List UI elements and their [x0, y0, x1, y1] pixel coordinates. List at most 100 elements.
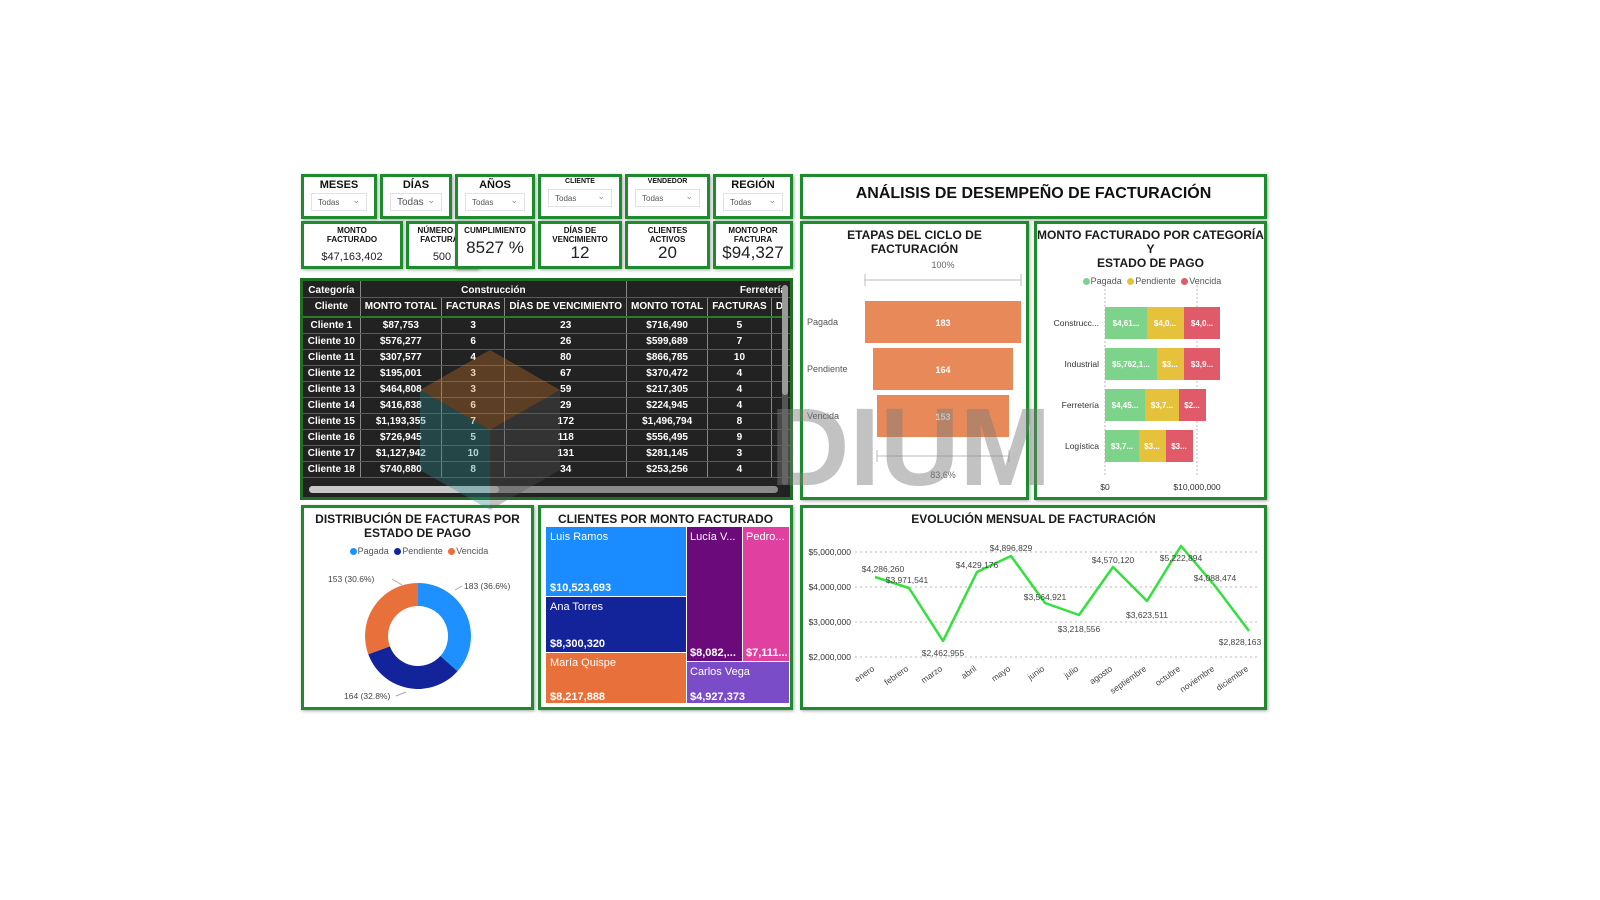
treemap: Luis Ramos $10,523,693 Ana Torres $8,300… — [546, 527, 789, 703]
kpi-dias-vencimiento: DÍAS DE VENCIMIENTO 12 — [538, 221, 622, 269]
axis-tick: $0 — [1100, 482, 1110, 492]
chart-legend[interactable]: Pagada Pendiente Vencida — [1037, 276, 1264, 286]
bar-label: $5,762,1... — [1112, 360, 1150, 369]
slicer-vendedor[interactable]: VENDEDOR Todas ⌄ — [625, 174, 710, 219]
cell-monto-total: $281,145 — [626, 445, 708, 462]
funnel-bar-pagada[interactable] — [865, 301, 1021, 343]
slicer-dropdown[interactable]: Todas ⌄ — [548, 189, 612, 207]
slicer-dropdown[interactable]: Todas ⌄ — [390, 193, 442, 211]
bar-segment[interactable] — [1157, 348, 1184, 380]
table-row[interactable]: Cliente 14 $416,838 6 29 $224,945 4 — [303, 397, 790, 414]
svg-text:octubre: octubre — [1153, 663, 1182, 688]
kpi-label: MONTO FACTURADO — [326, 226, 378, 244]
y-tick: $3,000,000 — [808, 617, 851, 627]
table-row[interactable]: Cliente 1 $87,753 3 23 $716,490 5 — [303, 317, 790, 334]
treemap-tile-ana-torres[interactable]: Ana Torres $8,300,320 — [546, 597, 686, 652]
slicer-region[interactable]: REGIÓN Todas ⌄ — [713, 174, 793, 219]
chevron-down-icon: ⌄ — [510, 195, 518, 205]
treemap-tile-luis-ramos[interactable]: Luis Ramos $10,523,693 — [546, 527, 686, 596]
cell-facturas: 5 — [440, 429, 505, 446]
table-row[interactable]: Cliente 13 $464,808 3 59 $217,305 4 — [303, 381, 790, 398]
scrollbar-thumb[interactable] — [309, 486, 499, 493]
funnel-chart-card: ETAPAS DEL CICLO DE FACTURACIÓN 100% 183… — [800, 221, 1029, 500]
bar-segment[interactable] — [1179, 389, 1206, 421]
table-row[interactable]: Cliente 10 $576,277 6 26 $599,689 7 — [303, 333, 790, 350]
svg-text:$3,623,511: $3,623,511 — [1126, 610, 1168, 620]
horizontal-scrollbar[interactable] — [309, 486, 778, 493]
line-series[interactable] — [874, 544, 1250, 643]
funnel-label: Pendiente — [807, 364, 848, 374]
funnel-bar-pendiente[interactable] — [873, 348, 1013, 390]
slicer-dropdown[interactable]: Todas ⌄ — [311, 193, 367, 211]
bar-segment[interactable] — [1145, 389, 1179, 421]
treemap-tile-carlos-vega[interactable]: Carlos Vega $4,927,373 — [687, 662, 789, 703]
bar-segment[interactable] — [1184, 348, 1220, 380]
cell-facturas: 4 — [707, 461, 772, 478]
treemap-tile-maria-quispe[interactable]: María Quispe $8,217,888 — [546, 653, 686, 703]
col-facturas[interactable]: FACTURAS — [440, 297, 505, 318]
slicer-label: DÍAS — [402, 179, 430, 191]
svg-text:$3,971,541: $3,971,541 — [886, 575, 929, 585]
donut-chart[interactable]: 183 (36.6%) 153 (30.6%) 164 (32.8%) — [304, 565, 531, 710]
bar-segment[interactable] — [1139, 430, 1166, 462]
svg-text:$2,828,163: $2,828,163 — [1219, 637, 1262, 647]
row-header-cliente: Cliente — [303, 297, 361, 318]
slicer-dropdown[interactable]: Todas ⌄ — [635, 189, 700, 207]
line-chart[interactable]: $5,000,000 $4,000,000 $3,000,000 $2,000,… — [803, 528, 1264, 710]
treemap-tile-pedro[interactable]: Pedro... $7,111... — [743, 527, 789, 661]
cell-monto-total: $1,193,355 — [359, 413, 442, 430]
stacked-bar-chart[interactable]: Construcc... $4,61... $4,0... $4,0... In… — [1037, 280, 1264, 500]
donut-slice-pagada[interactable] — [418, 583, 471, 672]
row-header: Cliente 10 — [303, 333, 361, 350]
tile-value: $8,082,... — [690, 647, 736, 659]
funnel-bar-vencida[interactable] — [877, 395, 1009, 437]
col-monto-total-2[interactable]: MONTO TOTAL — [626, 297, 708, 318]
table-row[interactable]: Cliente 11 $307,577 4 80 $866,785 10 — [303, 349, 790, 366]
bar-label: $3... — [1162, 360, 1178, 369]
vertical-scrollbar[interactable] — [782, 285, 788, 485]
kpi-value: 8527 % — [466, 238, 524, 257]
cell-facturas: 5 — [707, 317, 772, 334]
bar-segment[interactable] — [1105, 307, 1147, 339]
cell-facturas: 3 — [440, 381, 505, 398]
row-header: Cliente 12 — [303, 365, 361, 382]
col-monto-total[interactable]: MONTO TOTAL — [359, 297, 442, 318]
funnel-label: Pagada — [807, 317, 838, 327]
treemap-tile-lucia[interactable]: Lucía V... $8,082,... — [687, 527, 742, 661]
table-row[interactable]: Cliente 12 $195,001 3 67 $370,472 4 — [303, 365, 790, 382]
donut-slice-pendiente[interactable] — [368, 646, 458, 689]
bar-segment[interactable] — [1105, 430, 1139, 462]
matrix-table[interactable]: Categoría Construcción Ferretería Client… — [300, 278, 793, 500]
table-row[interactable]: Cliente 16 $726,945 5 118 $556,495 9 — [303, 429, 790, 446]
cell-facturas: 6 — [440, 333, 505, 350]
cell-monto-total: $370,472 — [626, 365, 708, 382]
line-chart-card: EVOLUCIÓN MENSUAL DE FACTURACIÓN $5,000,… — [800, 505, 1267, 710]
table-row[interactable]: Cliente 17 $1,127,942 10 131 $281,145 3 — [303, 445, 790, 462]
cell-facturas: 6 — [440, 397, 505, 414]
slicer-dropdown[interactable]: Todas ⌄ — [465, 193, 525, 211]
cell-monto-total: $224,945 — [626, 397, 708, 414]
slicer-cliente[interactable]: CLIENTE Todas ⌄ — [538, 174, 622, 219]
bar-segment[interactable] — [1105, 348, 1157, 380]
col-dias-vencimiento[interactable]: DÍAS DE VENCIMIENTO — [504, 297, 627, 318]
scrollbar-thumb[interactable] — [782, 285, 788, 395]
slicer-anos[interactable]: AÑOS Todas ⌄ — [455, 174, 535, 219]
slicer-meses[interactable]: MESES Todas ⌄ — [301, 174, 377, 219]
chart-legend[interactable]: Pagada Pendiente Vencida — [304, 546, 531, 556]
slicer-dropdown[interactable]: Todas ⌄ — [723, 193, 783, 211]
bar-segment[interactable] — [1166, 430, 1193, 462]
col-facturas-2[interactable]: FACTURAS — [707, 297, 772, 318]
bar-segment[interactable] — [1105, 389, 1145, 421]
legend-dot-icon — [448, 548, 456, 555]
bar-segment[interactable] — [1184, 307, 1220, 339]
donut-slice-vencida[interactable] — [365, 583, 418, 655]
table-row[interactable]: Cliente 15 $1,193,355 7 172 $1,496,794 8 — [303, 413, 790, 430]
slicer-value: Todas — [318, 197, 340, 207]
svg-text:$4,088,474: $4,088,474 — [1194, 573, 1237, 583]
row-header: Cliente 18 — [303, 461, 361, 478]
slicer-dias[interactable]: DÍAS Todas ⌄ — [380, 174, 452, 219]
funnel-chart[interactable]: 100% 183 164 153 Pagada Pendiente Vencid… — [803, 248, 1026, 498]
kpi-monto-por-factura: MONTO POR FACTURA $94,327 — [713, 221, 793, 269]
bar-segment[interactable] — [1147, 307, 1184, 339]
table-row[interactable]: Cliente 18 $740,880 8 34 $253,256 4 — [303, 461, 790, 478]
